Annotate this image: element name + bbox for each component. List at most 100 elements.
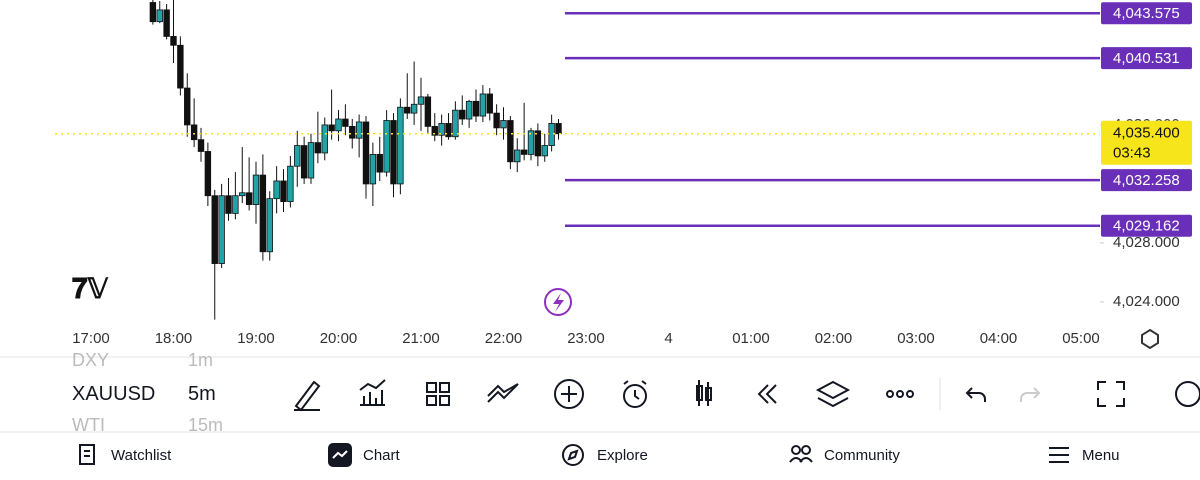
candle-body bbox=[245, 192, 253, 205]
x-tick-label: 19:00 bbox=[237, 330, 275, 347]
candle-body bbox=[197, 139, 205, 152]
price-line-label: 4,040.531 bbox=[1113, 50, 1180, 67]
candle-body bbox=[225, 195, 232, 214]
candle-body bbox=[328, 124, 335, 132]
nav-item[interactable]: Watchlist bbox=[111, 447, 172, 464]
candle-body bbox=[452, 109, 459, 138]
candle-body bbox=[266, 198, 273, 253]
interval[interactable]: 5m bbox=[188, 383, 216, 405]
candle-body bbox=[534, 130, 542, 157]
candle-body bbox=[465, 100, 473, 120]
candle-body bbox=[204, 151, 212, 197]
candle-body bbox=[410, 103, 418, 114]
candle-body bbox=[232, 195, 239, 214]
x-tick-label: 01:00 bbox=[732, 330, 770, 347]
candle-body bbox=[239, 192, 246, 197]
candle-body bbox=[149, 2, 157, 23]
candle-body bbox=[259, 174, 267, 253]
candle-body bbox=[307, 142, 315, 179]
candle-body bbox=[555, 123, 562, 135]
current-price-label: 4,035.400 bbox=[1113, 125, 1180, 142]
candle-body bbox=[362, 121, 370, 185]
x-tick-label: 17:00 bbox=[72, 330, 110, 347]
logo: 𝟕𝕍 bbox=[72, 273, 109, 304]
candle-body bbox=[335, 118, 342, 132]
interval[interactable]: 1m bbox=[188, 350, 214, 370]
candle-body bbox=[527, 130, 535, 155]
x-tick-label: 05:00 bbox=[1062, 330, 1100, 347]
candle-body bbox=[280, 180, 287, 203]
candle-body bbox=[300, 145, 308, 179]
settings-icon[interactable] bbox=[1141, 328, 1159, 350]
candle-body bbox=[472, 100, 480, 117]
candle-body bbox=[417, 96, 425, 105]
symbol[interactable]: XAUUSD bbox=[72, 383, 156, 405]
candle-body bbox=[177, 44, 184, 89]
price-line-label: 4,029.162 bbox=[1113, 218, 1180, 235]
candle-body bbox=[397, 106, 404, 185]
y-tick-label: 4,028.000 bbox=[1113, 234, 1180, 251]
y-tick-label: 4,024.000 bbox=[1113, 293, 1180, 310]
price-line-tag bbox=[1101, 47, 1192, 70]
candle-body bbox=[218, 195, 225, 264]
candle-body bbox=[163, 9, 170, 37]
replay-icon[interactable] bbox=[544, 288, 572, 316]
candle-body bbox=[349, 125, 356, 139]
nav-item[interactable]: Explore bbox=[597, 447, 648, 464]
candle-body bbox=[445, 123, 452, 138]
x-tick-label: 22:00 bbox=[485, 330, 523, 347]
price-line-label: 4,032.258 bbox=[1113, 172, 1180, 189]
price-line-label: 4,043.575 bbox=[1113, 5, 1180, 22]
candle-body bbox=[314, 142, 322, 154]
price-line-tag bbox=[1101, 2, 1192, 25]
candle-body bbox=[376, 154, 383, 173]
candle-body bbox=[500, 120, 507, 129]
candle-body bbox=[321, 124, 328, 154]
interval[interactable]: 15m bbox=[188, 415, 224, 435]
candle-body bbox=[342, 118, 349, 127]
toolbar-icons[interactable] bbox=[294, 379, 1200, 412]
x-tick-label: 04:00 bbox=[980, 330, 1018, 347]
candle-body bbox=[156, 9, 163, 23]
symbol[interactable]: DXY bbox=[72, 350, 110, 370]
candle-body bbox=[459, 109, 466, 120]
candle-body bbox=[486, 93, 493, 114]
x-tick-label: 18:00 bbox=[155, 330, 193, 347]
candle-body bbox=[252, 174, 260, 205]
candle-body bbox=[431, 125, 438, 136]
nav-item[interactable]: Menu bbox=[1082, 447, 1120, 464]
candle-body bbox=[287, 165, 294, 203]
symbol[interactable]: WTI bbox=[72, 415, 105, 435]
candle-body bbox=[507, 120, 514, 163]
candle-body bbox=[369, 154, 377, 185]
countdown: 03:43 bbox=[1113, 145, 1151, 162]
candle-body bbox=[541, 145, 548, 157]
x-tick-label: 4 bbox=[664, 330, 672, 347]
x-tick-label: 20:00 bbox=[320, 330, 358, 347]
bolt bbox=[553, 293, 564, 312]
x-tick-label: 02:00 bbox=[815, 330, 853, 347]
price-line-tag bbox=[1101, 214, 1192, 237]
candle-body bbox=[520, 149, 528, 155]
nav-item[interactable]: Chart bbox=[363, 447, 400, 464]
nav-icons[interactable] bbox=[79, 443, 1069, 467]
candle-body bbox=[211, 195, 218, 264]
candle-body bbox=[355, 121, 363, 139]
candle-body bbox=[424, 96, 432, 127]
nav-item[interactable]: Community bbox=[824, 447, 900, 464]
x-tick-label: 21:00 bbox=[402, 330, 440, 347]
current-price-tag bbox=[1101, 120, 1192, 165]
candle-body bbox=[390, 120, 397, 185]
price-line-tag bbox=[1101, 169, 1192, 192]
candle-body bbox=[404, 106, 411, 114]
candle-body bbox=[493, 112, 500, 129]
candle-body bbox=[383, 120, 390, 173]
candle-body bbox=[273, 180, 280, 200]
candle-body bbox=[190, 124, 198, 141]
candle-body bbox=[170, 36, 177, 46]
candle-body bbox=[438, 123, 445, 136]
candle-body bbox=[514, 149, 521, 163]
x-tick-label: 03:00 bbox=[897, 330, 935, 347]
